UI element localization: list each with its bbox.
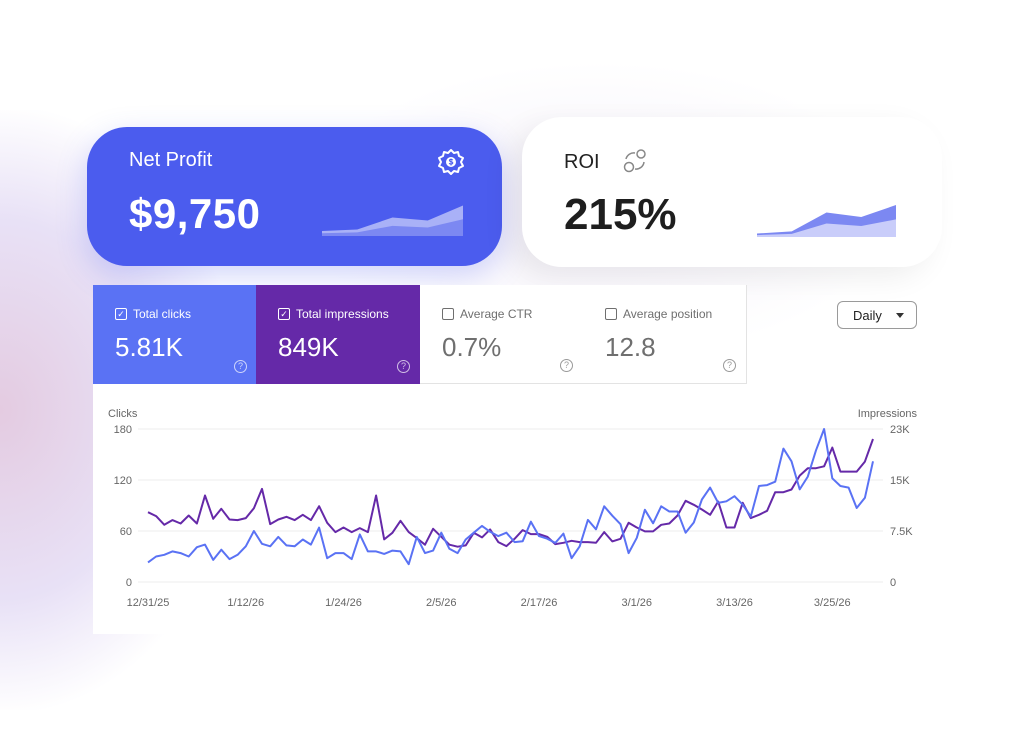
x-tick-label: 3/25/26: [814, 597, 851, 609]
help-icon[interactable]: ?: [723, 359, 736, 372]
y-tick-label-left: 180: [114, 424, 132, 436]
gear-dollar-icon[interactable]: [437, 148, 465, 176]
roi-label: ROI: [564, 151, 600, 173]
y-axis-label-right: Impressions: [858, 408, 918, 420]
checkbox-unchecked-icon[interactable]: [605, 308, 617, 320]
y-axis-label-left: Clicks: [108, 408, 138, 420]
help-icon[interactable]: ?: [234, 360, 247, 373]
x-tick-label: 12/31/25: [127, 597, 170, 609]
chart-panel: [93, 384, 935, 634]
checkbox-checked-icon[interactable]: ✓: [115, 308, 127, 320]
metric-tile-total-clicks[interactable]: ✓ Total clicks 5.81K ?: [93, 285, 257, 384]
y-tick-label-left: 60: [120, 526, 132, 538]
y-tick-label-right: 15K: [890, 475, 910, 487]
metric-label: Average position: [623, 307, 713, 321]
metric-tile-average-ctr[interactable]: Average CTR 0.7% ?: [420, 285, 584, 384]
y-tick-label-right: 23K: [890, 424, 910, 436]
y-tick-label-right: 7.5K: [890, 526, 913, 538]
help-icon[interactable]: ?: [560, 359, 573, 372]
metric-label: Total impressions: [296, 307, 389, 321]
sparkline-area-front: [322, 219, 463, 236]
net-profit-label: Net Profit: [129, 149, 213, 171]
y-tick-label-right: 0: [890, 577, 896, 589]
series-line-clicks: [147, 428, 874, 566]
net-profit-value: $9,750: [129, 190, 261, 237]
sparkline-area-front: [757, 219, 896, 237]
x-tick-label: 3/13/26: [716, 597, 753, 609]
x-tick-label: 3/1/26: [621, 597, 652, 609]
help-icon[interactable]: ?: [397, 360, 410, 373]
checkbox-checked-icon[interactable]: ✓: [278, 308, 290, 320]
net-profit-card: Net Profit $9,750: [87, 127, 502, 266]
roi-card: ROI 215%: [522, 117, 942, 267]
x-tick-label: 1/12/26: [227, 597, 264, 609]
metric-label: Total clicks: [133, 307, 192, 321]
net-profit-sparkline: [322, 205, 463, 236]
y-tick-label-left: 0: [126, 577, 132, 589]
roi-sparkline: [757, 205, 896, 237]
period-dropdown-value: Daily: [853, 307, 882, 323]
x-tick-label: 1/24/26: [325, 597, 362, 609]
x-tick-label: 2/5/26: [426, 597, 457, 609]
metric-value: 0.7%: [442, 332, 502, 362]
metric-value: 12.8: [605, 332, 656, 362]
series-line-impressions: [147, 438, 874, 548]
checkbox-unchecked-icon[interactable]: [442, 308, 454, 320]
metric-label: Average CTR: [460, 307, 533, 321]
metric-tile-average-position[interactable]: Average position 12.8 ?: [583, 285, 747, 384]
y-tick-label-left: 120: [114, 475, 132, 487]
metric-tile-total-impressions[interactable]: ✓ Total impressions 849K ?: [256, 285, 420, 384]
period-dropdown[interactable]: Daily: [837, 301, 917, 329]
metric-value: 849K: [278, 332, 339, 362]
currency-exchange-icon: [623, 149, 646, 173]
x-tick-label: 2/17/26: [521, 597, 558, 609]
metric-value: 5.81K: [115, 332, 183, 362]
roi-value: 215%: [564, 190, 677, 239]
performance-chart: Clicks Impressions 0 0 60 7.5K 120 15K 180 23K 1…: [108, 408, 918, 609]
caret-down-icon: [895, 312, 904, 318]
